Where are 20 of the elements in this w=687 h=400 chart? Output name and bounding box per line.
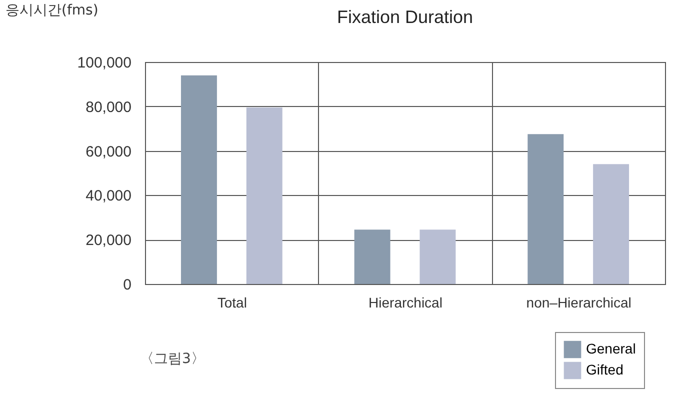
x-tick-label: non–Hierarchical bbox=[526, 294, 632, 310]
x-tick-label: Hierarchical bbox=[368, 294, 442, 310]
bar bbox=[420, 230, 456, 284]
bar bbox=[593, 164, 630, 284]
y-tick-label: 40,000 bbox=[86, 188, 132, 205]
x-tick-label: Total bbox=[217, 294, 247, 310]
y-tick-label: 0 bbox=[123, 276, 132, 294]
bar bbox=[528, 134, 564, 284]
bar bbox=[246, 108, 282, 284]
y-tick-label: 100,000 bbox=[77, 54, 132, 72]
y-tick-label: 80,000 bbox=[86, 98, 132, 116]
y-axis-title: 응시시간(fms) bbox=[6, 2, 98, 18]
bar bbox=[354, 230, 390, 284]
legend-label: General bbox=[586, 340, 636, 356]
text: 〈그림3〉 bbox=[140, 350, 205, 368]
y-tick-label: 60,000 bbox=[86, 143, 132, 160]
y-tick-label: 20,000 bbox=[86, 232, 132, 250]
chart-title: Fixation Duration bbox=[336, 7, 474, 28]
legend-label: Gifted bbox=[586, 362, 624, 378]
bar bbox=[180, 75, 217, 284]
